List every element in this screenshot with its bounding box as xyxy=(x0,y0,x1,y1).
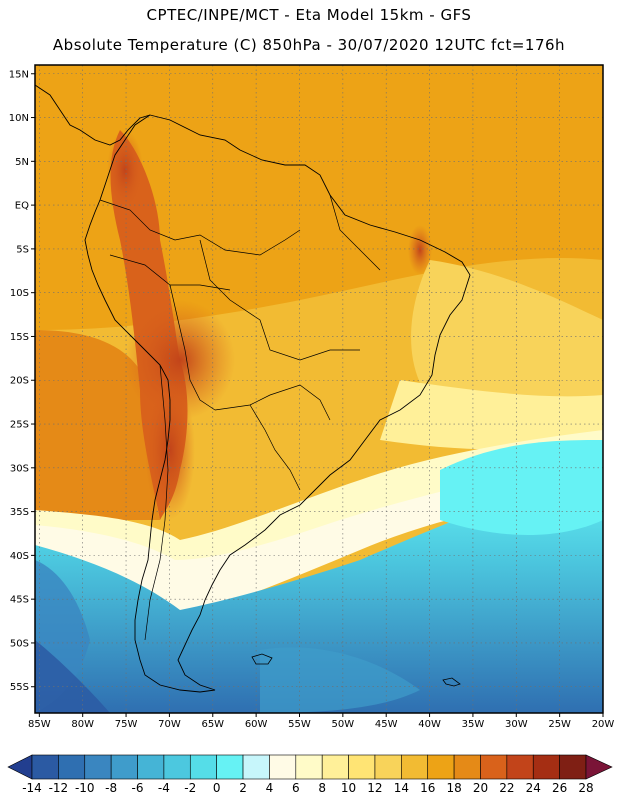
lon-label: 30W xyxy=(505,719,528,730)
colorbar-swatch xyxy=(401,754,429,780)
colorbar-label: -12 xyxy=(48,781,69,795)
lon-label: 80W xyxy=(71,719,94,730)
map-subtitle: Absolute Temperature (C) 850hPa - 30/07/… xyxy=(52,36,566,54)
lon-label: 25W xyxy=(548,719,571,730)
lat-label: EQ xyxy=(15,201,29,212)
south-georgia xyxy=(442,677,461,687)
colorbar-swatch xyxy=(137,754,165,780)
lon-label: 70W xyxy=(158,719,181,730)
colorbar-swatch xyxy=(559,754,587,780)
colorbar-swatch xyxy=(348,754,376,780)
coastline-central-america xyxy=(34,84,151,146)
colorbar-swatch xyxy=(269,754,297,780)
colorbar-label: 28 xyxy=(578,781,594,795)
colorbar-label: 24 xyxy=(525,781,541,795)
map-frame xyxy=(34,64,604,714)
lon-label: 50W xyxy=(332,719,355,730)
colorbar-swatch xyxy=(110,754,138,780)
falkland-islands xyxy=(251,653,273,665)
lat-label: 15S xyxy=(10,332,29,343)
coastline-south-america xyxy=(84,114,471,693)
lat-label: 10S xyxy=(10,288,29,299)
lat-label: 5S xyxy=(16,244,29,255)
colorbar-swatch xyxy=(216,754,244,780)
colorbar-max-arrow xyxy=(585,754,613,780)
lon-label: 35W xyxy=(462,719,485,730)
colorbar-swatch xyxy=(480,754,508,780)
colorbar-label: 18 xyxy=(446,781,462,795)
colorbar-label: -8 xyxy=(105,781,118,795)
lat-label: 45S xyxy=(10,595,29,606)
colorbar-swatch xyxy=(532,754,560,780)
lon-label: 20W xyxy=(592,719,615,730)
colorbar-label: 14 xyxy=(393,781,409,795)
lat-label: 10N xyxy=(9,113,29,124)
lat-label: 5N xyxy=(15,157,29,168)
colorbar-label: 2 xyxy=(239,781,247,795)
lat-label: 55S xyxy=(10,682,29,693)
latitude-axis: 15N 10N 5N EQ 5S 10S 15S 20S 25S 30S 35S 40S 45S 50S 5… xyxy=(9,69,35,693)
colorbar-label: 6 xyxy=(291,781,300,795)
colorbar-label: 22 xyxy=(499,781,515,795)
lat-label: 30S xyxy=(10,463,29,474)
colorbar-label: 26 xyxy=(551,781,568,795)
colorbar-swatch xyxy=(506,754,534,780)
colorbar-label: 0 xyxy=(212,781,221,795)
colorbar-swatch xyxy=(163,754,191,780)
lat-label: 25S xyxy=(10,420,29,431)
colorbar-label: 20 xyxy=(472,781,489,795)
colorbar-swatch xyxy=(374,754,402,780)
country-borders xyxy=(99,194,381,641)
colorbar-swatch xyxy=(427,754,455,780)
colorbar-label: -14 xyxy=(22,781,42,795)
colorbar-swatch xyxy=(453,754,481,780)
lat-label: 15N xyxy=(9,69,29,80)
lat-label: 35S xyxy=(10,507,29,518)
lon-label: 65W xyxy=(201,719,224,730)
colorbar-swatch xyxy=(321,754,349,780)
lon-label: 55W xyxy=(288,719,311,730)
colorbar-swatch xyxy=(295,754,323,780)
colorbar-label: -4 xyxy=(157,781,170,795)
lon-label: 45W xyxy=(375,719,398,730)
colorbar-label: 16 xyxy=(420,781,436,795)
colorbar xyxy=(7,754,613,780)
lon-label: 40W xyxy=(418,719,441,730)
lat-label: 50S xyxy=(10,638,29,649)
colorbar-swatch xyxy=(84,754,112,780)
colorbar-min-arrow xyxy=(7,754,33,780)
lon-label: 60W xyxy=(245,719,268,730)
colorbar-label: -10 xyxy=(74,781,95,795)
colorbar-swatch xyxy=(242,754,270,780)
lat-label: 40S xyxy=(10,551,29,562)
temperature-field xyxy=(35,65,603,713)
longitude-axis: 85W 80W 75W 70W 65W 60W 55W 50W 45W 40W 35W 30W 25W 2… xyxy=(28,713,614,730)
colorbar-swatch xyxy=(58,754,86,780)
colorbar-swatch xyxy=(189,754,217,780)
lat-label: 20S xyxy=(10,376,29,387)
colorbar-label: -2 xyxy=(184,781,197,795)
colorbar-swatch xyxy=(31,754,59,780)
colorbar-label: 12 xyxy=(367,781,383,795)
colorbar-label: 10 xyxy=(340,781,357,795)
lon-label: 85W xyxy=(28,719,51,730)
lon-label: 75W xyxy=(115,719,138,730)
map-title: CPTEC/INPE/MCT - Eta Model 15km - GFS xyxy=(146,6,472,24)
colorbar-label: 4 xyxy=(265,781,274,795)
colorbar-label: -6 xyxy=(131,781,144,795)
colorbar-label: 8 xyxy=(318,781,326,795)
